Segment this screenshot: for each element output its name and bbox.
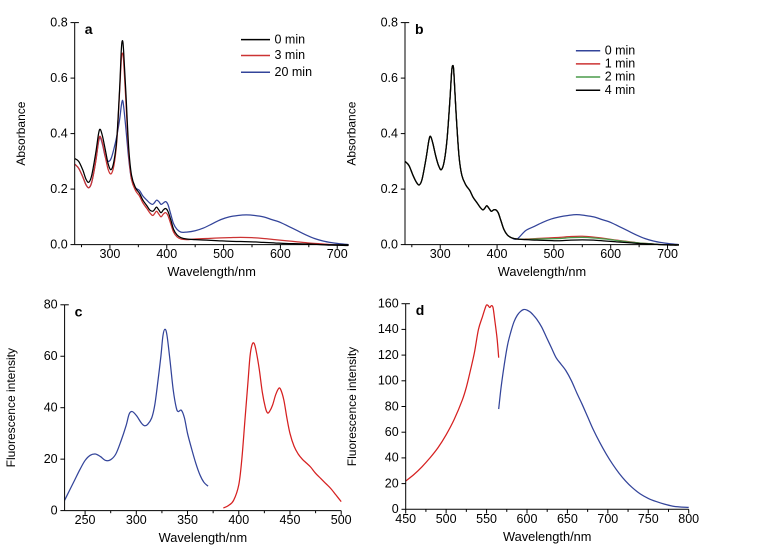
svg-text:40: 40 xyxy=(385,451,399,465)
svg-text:Wavelength/nm: Wavelength/nm xyxy=(167,264,255,279)
svg-text:Wavelength/nm: Wavelength/nm xyxy=(503,529,591,544)
svg-text:300: 300 xyxy=(126,513,147,527)
svg-text:400: 400 xyxy=(487,247,508,261)
svg-text:0: 0 xyxy=(392,502,399,516)
svg-text:20: 20 xyxy=(44,452,58,466)
svg-text:Absorbance: Absorbance xyxy=(344,101,358,165)
svg-text:700: 700 xyxy=(597,512,618,526)
svg-text:20 min: 20 min xyxy=(275,65,313,79)
svg-text:550: 550 xyxy=(476,512,497,526)
svg-text:600: 600 xyxy=(600,247,621,261)
svg-text:800: 800 xyxy=(678,512,699,526)
svg-text:300: 300 xyxy=(430,247,451,261)
svg-text:500: 500 xyxy=(543,247,564,261)
svg-text:500: 500 xyxy=(213,247,234,261)
svg-text:80: 80 xyxy=(44,298,58,312)
svg-text:500: 500 xyxy=(436,512,457,526)
svg-text:0 min: 0 min xyxy=(275,32,306,46)
svg-text:1 min: 1 min xyxy=(605,57,636,71)
svg-text:160: 160 xyxy=(378,297,399,311)
svg-text:4 min: 4 min xyxy=(605,83,636,97)
svg-text:Wavelength/nm: Wavelength/nm xyxy=(498,264,586,279)
svg-text:2 min: 2 min xyxy=(605,70,636,84)
svg-text:40: 40 xyxy=(44,401,58,415)
svg-text:0.4: 0.4 xyxy=(381,126,398,140)
svg-text:0.2: 0.2 xyxy=(50,182,67,196)
svg-text:0.8: 0.8 xyxy=(50,15,67,29)
svg-text:Fluorescence intensity: Fluorescence intensity xyxy=(345,347,359,466)
svg-text:b: b xyxy=(415,21,424,37)
svg-text:80: 80 xyxy=(385,399,399,413)
svg-text:0.2: 0.2 xyxy=(381,182,398,196)
svg-text:0 min: 0 min xyxy=(605,43,636,57)
svg-text:650: 650 xyxy=(557,512,578,526)
svg-text:450: 450 xyxy=(280,513,301,527)
svg-text:140: 140 xyxy=(378,322,399,336)
svg-text:a: a xyxy=(85,21,93,37)
svg-text:400: 400 xyxy=(156,247,177,261)
svg-text:0.6: 0.6 xyxy=(381,71,398,85)
svg-text:Absorbance: Absorbance xyxy=(14,101,28,165)
svg-text:700: 700 xyxy=(327,247,348,261)
svg-text:60: 60 xyxy=(385,425,399,439)
svg-text:500: 500 xyxy=(331,513,352,527)
svg-text:60: 60 xyxy=(44,349,58,363)
svg-text:0.8: 0.8 xyxy=(381,15,398,29)
svg-text:400: 400 xyxy=(228,513,249,527)
svg-text:Wavelength/nm: Wavelength/nm xyxy=(159,530,247,545)
svg-text:0.4: 0.4 xyxy=(50,126,67,140)
svg-text:20: 20 xyxy=(385,476,399,490)
svg-text:250: 250 xyxy=(75,513,96,527)
svg-text:d: d xyxy=(416,302,425,318)
svg-text:Fluorescence intensity: Fluorescence intensity xyxy=(4,348,18,467)
svg-text:300: 300 xyxy=(100,247,121,261)
svg-text:3 min: 3 min xyxy=(275,48,306,62)
svg-text:0.0: 0.0 xyxy=(50,237,67,251)
svg-text:0.0: 0.0 xyxy=(381,237,398,251)
svg-text:0.6: 0.6 xyxy=(50,71,67,85)
svg-text:100: 100 xyxy=(378,374,399,388)
svg-text:600: 600 xyxy=(517,512,538,526)
svg-text:c: c xyxy=(75,303,83,319)
svg-text:700: 700 xyxy=(657,247,678,261)
svg-text:120: 120 xyxy=(378,348,399,362)
svg-text:350: 350 xyxy=(177,513,198,527)
svg-text:600: 600 xyxy=(270,247,291,261)
svg-text:0: 0 xyxy=(51,503,58,517)
svg-text:750: 750 xyxy=(638,512,659,526)
